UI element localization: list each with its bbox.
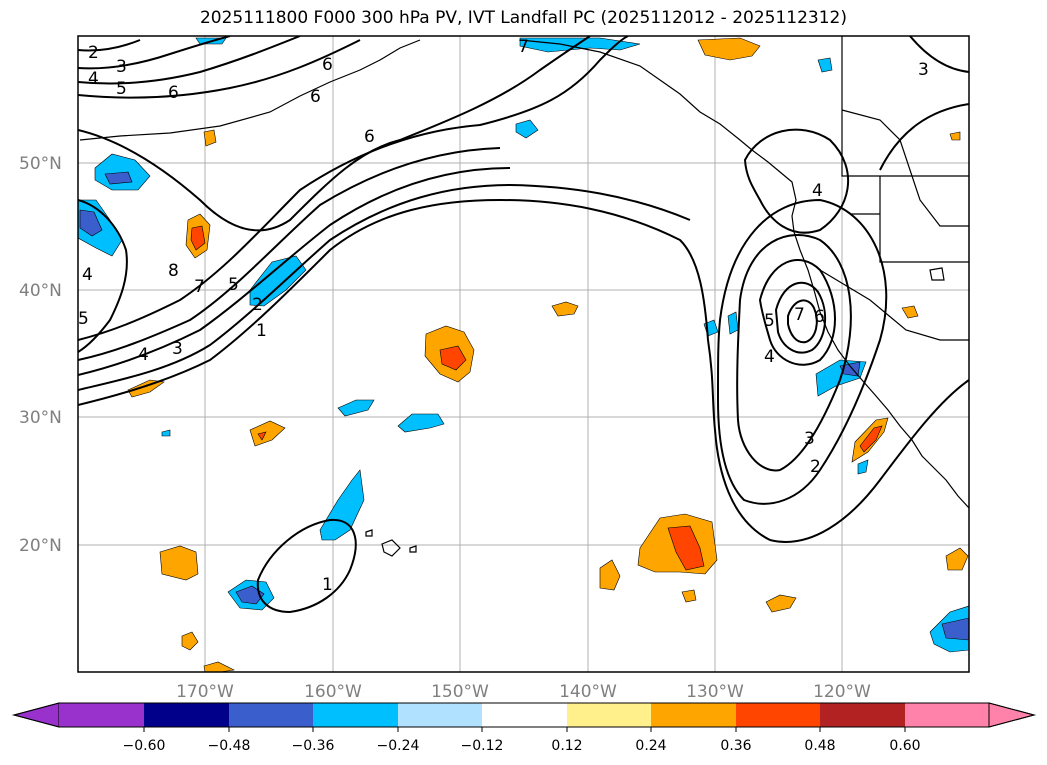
contour-label: 6 — [168, 83, 179, 103]
contour-label: 4 — [812, 181, 823, 201]
contour-labels-nw: 2 3 4 5 6 6 6 6 7 — [88, 37, 529, 147]
contour-label: 4 — [138, 345, 149, 365]
colorbar-swatch — [820, 703, 905, 727]
contour-label: 8 — [168, 261, 179, 281]
contour-label: 1 — [256, 321, 267, 341]
colorbar-swatch — [229, 703, 313, 727]
contour-label: 4 — [82, 265, 93, 285]
contour-labels-west: 4 5 4 3 1 2 5 7 8 — [78, 261, 267, 365]
colorbar-tick-label: −0.24 — [377, 738, 420, 754]
map-frame — [77, 35, 970, 673]
colorbar-swatch — [905, 703, 989, 727]
pv-contours — [78, 36, 969, 614]
colorbar-tick-label: 0.12 — [551, 738, 582, 754]
colorbar-tick-label: −0.36 — [292, 738, 335, 754]
colorbar-swatch — [144, 703, 229, 727]
contour-label: 3 — [804, 429, 815, 449]
contour-label: 6 — [364, 127, 375, 147]
map-background — [78, 36, 969, 672]
contour-label: 4 — [764, 347, 775, 367]
lat-tick-labels: 50°N 40°N 30°N 20°N — [19, 154, 62, 556]
lat-tick-label: 20°N — [19, 536, 62, 556]
colorbar: −0.60 −0.48 −0.36 −0.24 −0.12 0.12 0.24 … — [12, 702, 1036, 754]
lon-tick-label: 130°W — [686, 682, 744, 702]
contour-label: 6 — [814, 307, 825, 327]
contour-label: 2 — [88, 43, 99, 63]
colorbar-swatch — [651, 703, 736, 727]
colorbar-swatch — [398, 703, 482, 727]
map-title: 2025111800 F000 300 hPa PV, IVT Landfall… — [199, 8, 847, 28]
lon-tick-label: 150°W — [431, 682, 489, 702]
contour-label: 3 — [116, 57, 127, 77]
colorbar-tick-label: 0.48 — [804, 738, 835, 754]
contour-label: 3 — [172, 339, 183, 359]
lon-tick-label: 140°W — [559, 682, 617, 702]
colorbar-tick-label: 0.60 — [889, 738, 920, 754]
positive-anomaly-regions — [127, 37, 969, 672]
lat-tick-label: 50°N — [19, 154, 62, 174]
colorbar-extend-high — [988, 702, 1036, 728]
colorbar-swatch — [567, 703, 651, 727]
lat-tick-label: 30°N — [19, 408, 62, 428]
lon-tick-label: 170°W — [176, 682, 234, 702]
contour-label: 5 — [116, 79, 127, 99]
colorbar-swatch — [736, 703, 820, 727]
colorbar-tick-label: −0.12 — [461, 738, 504, 754]
lon-tick-labels: 170°W 160°W 150°W 140°W 130°W 120°W — [176, 682, 871, 702]
lon-tick-label: 120°W — [813, 682, 871, 702]
contour-label: 6 — [322, 55, 333, 75]
contour-label: 1 — [322, 575, 333, 595]
contour-label: 2 — [810, 457, 821, 477]
colorbar-ticks — [143, 727, 906, 732]
contour-label: 7 — [194, 277, 205, 297]
contour-label: 6 — [310, 87, 321, 107]
contour-label: 5 — [228, 275, 239, 295]
contour-label: 7 — [794, 305, 805, 325]
contour-label: 5 — [764, 311, 775, 331]
lon-tick-label: 160°W — [304, 682, 362, 702]
contour-labels-east: 3 4 5 6 4 3 2 7 — [764, 60, 929, 477]
colorbar-extend-low — [12, 702, 60, 728]
contour-label: 5 — [78, 309, 89, 329]
coastlines — [79, 36, 969, 557]
lat-tick-label: 40°N — [19, 281, 62, 301]
colorbar-tick-label: 0.36 — [720, 738, 751, 754]
colorbar-swatch — [313, 703, 398, 727]
contour-label: 4 — [88, 69, 99, 89]
colorbar-tick-label: 0.24 — [635, 738, 666, 754]
contour-label: 7 — [518, 37, 529, 57]
colorbar-tick-label: −0.60 — [123, 738, 166, 754]
contour-label: 3 — [918, 60, 929, 80]
colorbar-swatch — [59, 703, 144, 727]
colorbar-swatch — [482, 703, 567, 727]
contour-labels-hawaii: 1 — [322, 575, 333, 595]
contour-label: 2 — [252, 295, 263, 315]
colorbar-tick-label: −0.48 — [208, 738, 251, 754]
